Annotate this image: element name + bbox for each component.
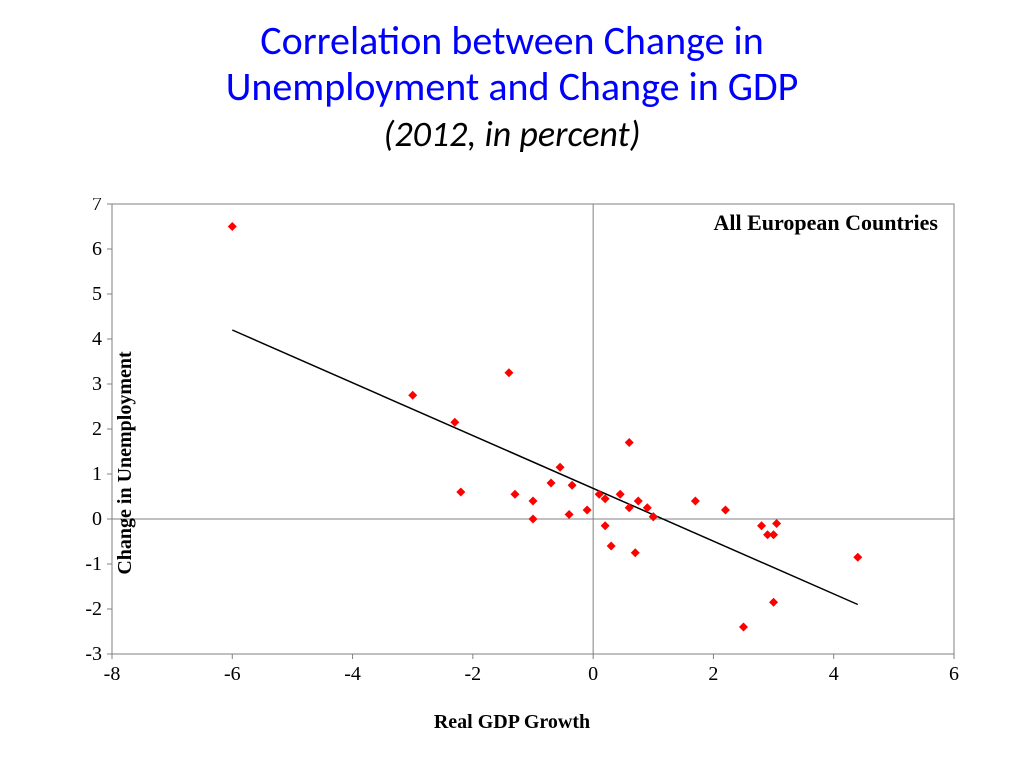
chart-subtitle: (2012, in percent) bbox=[0, 112, 1024, 156]
data-point bbox=[568, 481, 577, 490]
chart-title-line2: Unemployment and Change in GDP bbox=[0, 64, 1024, 110]
data-point bbox=[583, 506, 592, 515]
y-tick-label: -1 bbox=[85, 553, 102, 575]
y-tick-label: -3 bbox=[85, 643, 102, 665]
data-point bbox=[504, 368, 513, 377]
x-tick-label: 6 bbox=[949, 663, 959, 685]
legend-label: All European Countries bbox=[713, 210, 938, 235]
trend-line bbox=[232, 330, 857, 605]
data-point bbox=[529, 515, 538, 524]
scatter-chart: Change in Unemployment -3-2-101234567-8-… bbox=[52, 198, 972, 728]
y-axis-label: Change in Unemployment bbox=[114, 351, 137, 574]
data-point bbox=[556, 463, 565, 472]
data-point bbox=[634, 497, 643, 506]
data-point bbox=[510, 490, 519, 499]
chart-title-line1: Correlation between Change in bbox=[0, 18, 1024, 64]
data-point bbox=[721, 506, 730, 515]
x-axis-label: Real GDP Growth bbox=[52, 711, 972, 734]
data-point bbox=[625, 438, 634, 447]
data-point bbox=[769, 530, 778, 539]
data-point bbox=[408, 391, 417, 400]
y-tick-label: 6 bbox=[92, 238, 102, 260]
data-point bbox=[529, 497, 538, 506]
data-point bbox=[607, 542, 616, 551]
data-point bbox=[616, 490, 625, 499]
data-point bbox=[853, 553, 862, 562]
data-point bbox=[228, 222, 237, 231]
data-point bbox=[547, 479, 556, 488]
y-tick-label: 3 bbox=[92, 373, 102, 395]
y-tick-label: 4 bbox=[92, 328, 102, 350]
x-tick-label: -4 bbox=[344, 663, 361, 685]
chart-title-block: Correlation between Change in Unemployme… bbox=[0, 0, 1024, 156]
data-point bbox=[739, 623, 748, 632]
plot-border bbox=[112, 204, 954, 654]
x-tick-label: -2 bbox=[465, 663, 482, 685]
data-point bbox=[565, 510, 574, 519]
data-point bbox=[450, 418, 459, 427]
x-tick-label: 2 bbox=[708, 663, 718, 685]
x-tick-label: 4 bbox=[829, 663, 839, 685]
data-point bbox=[625, 503, 634, 512]
y-tick-label: 2 bbox=[92, 418, 102, 440]
data-point bbox=[631, 548, 640, 557]
y-tick-label: 1 bbox=[92, 463, 102, 485]
data-point bbox=[772, 519, 781, 528]
data-point bbox=[456, 488, 465, 497]
y-tick-label: 7 bbox=[92, 198, 102, 215]
data-point bbox=[769, 598, 778, 607]
x-tick-label: -8 bbox=[104, 663, 121, 685]
x-tick-label: -6 bbox=[224, 663, 241, 685]
y-tick-label: -2 bbox=[85, 598, 102, 620]
y-tick-label: 0 bbox=[92, 508, 102, 530]
data-point bbox=[757, 521, 766, 530]
data-point bbox=[601, 521, 610, 530]
y-tick-label: 5 bbox=[92, 283, 102, 305]
chart-svg: -3 -2 -1 0 1 2 3 4 5 6 7 -8 -6 -4 -2 0 2 4 6 All European C… bbox=[52, 198, 972, 696]
data-point bbox=[691, 497, 700, 506]
x-tick-label: 0 bbox=[588, 663, 598, 685]
